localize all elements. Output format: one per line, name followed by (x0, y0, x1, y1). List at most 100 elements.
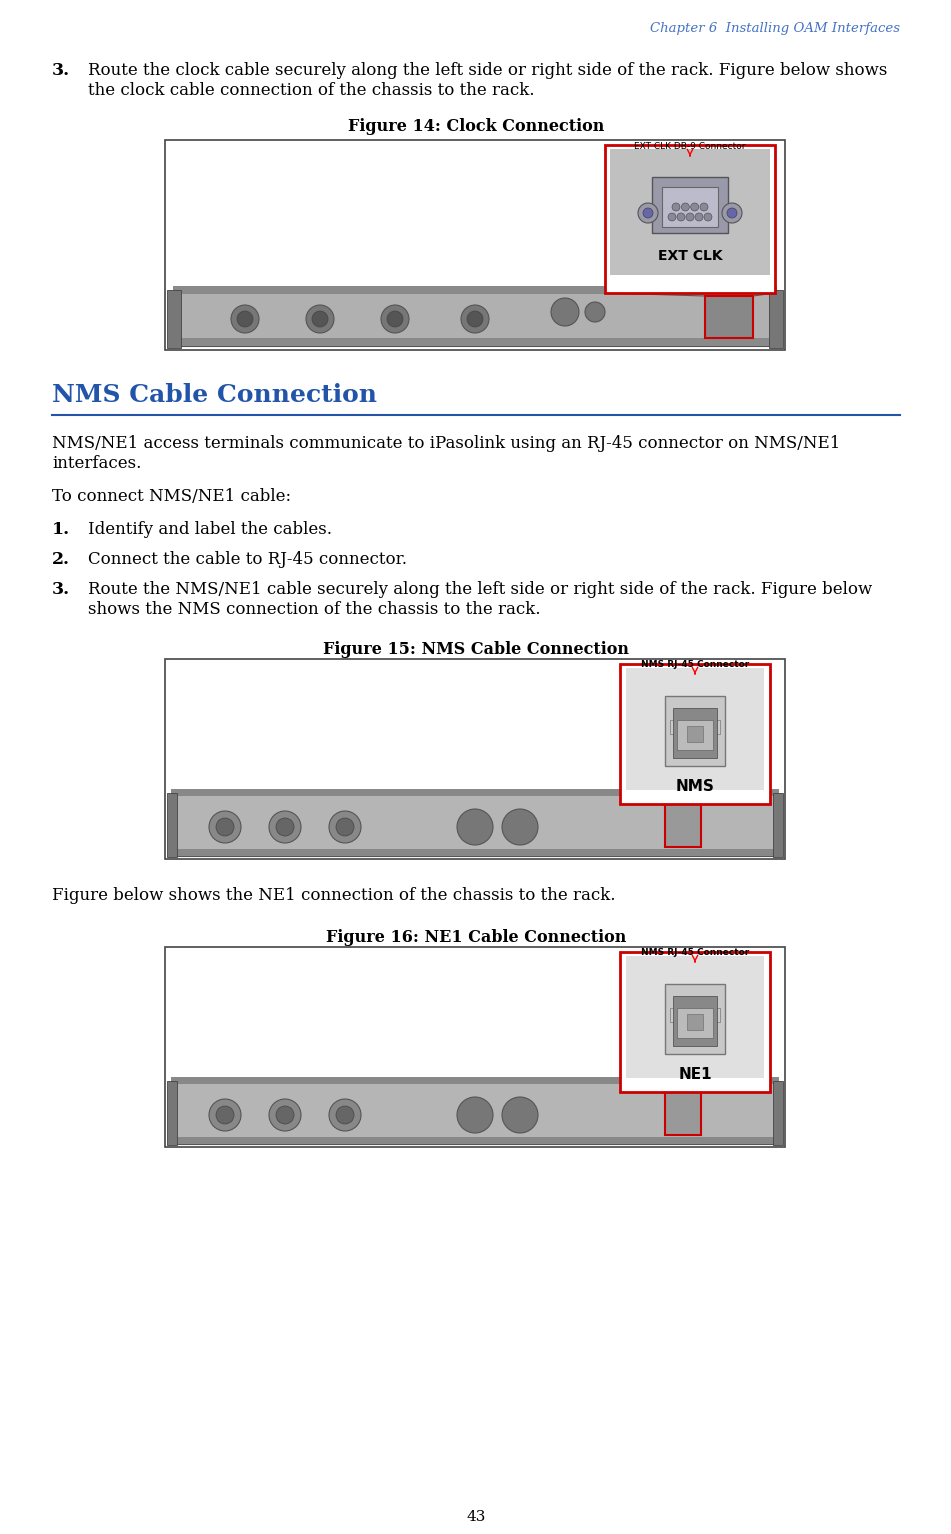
Circle shape (276, 1106, 294, 1124)
Bar (652, 176, 728, 233)
Bar (773, 1081, 783, 1144)
Circle shape (312, 311, 328, 327)
Circle shape (690, 202, 699, 212)
Bar (171, 848, 779, 856)
Bar (173, 285, 777, 295)
Circle shape (457, 808, 493, 845)
Text: Figure 16: NE1 Cable Connection: Figure 16: NE1 Cable Connection (326, 930, 626, 946)
Bar (670, 1008, 720, 1022)
Circle shape (704, 213, 712, 221)
Bar (620, 664, 770, 804)
Bar (605, 146, 775, 293)
Text: Figure below shows the NE1 connection of the chassis to the rack.: Figure below shows the NE1 connection of… (52, 887, 615, 904)
Bar (620, 953, 770, 1092)
Circle shape (727, 209, 737, 218)
Circle shape (381, 305, 409, 333)
Bar (167, 793, 177, 858)
Bar (173, 337, 777, 347)
Bar (665, 983, 725, 1054)
Text: Identify and label the cables.: Identify and label the cables. (88, 522, 332, 538)
Bar (673, 996, 717, 1046)
Text: 3.: 3. (52, 61, 70, 78)
Text: To connect NMS/NE1 cable:: To connect NMS/NE1 cable: (52, 488, 291, 505)
Circle shape (329, 1098, 361, 1131)
Bar (620, 664, 770, 804)
Circle shape (306, 305, 334, 333)
Circle shape (336, 818, 354, 836)
Bar (626, 956, 764, 1078)
Bar (665, 1089, 701, 1135)
Text: NMS Cable Connection: NMS Cable Connection (52, 384, 377, 407)
Circle shape (502, 1097, 538, 1134)
Text: NMS: NMS (675, 779, 714, 795)
Text: Figure 14: Clock Connection: Figure 14: Clock Connection (348, 118, 604, 135)
Circle shape (686, 213, 694, 221)
Text: NMS RJ-45 Connector: NMS RJ-45 Connector (641, 948, 749, 957)
Bar (626, 667, 764, 790)
Bar (165, 946, 785, 1147)
Text: Route the clock cable securely along the left side or right side of the rack. Fi: Route the clock cable securely along the… (88, 61, 887, 98)
Text: Chapter 6  Installing OAM Interfaces: Chapter 6 Installing OAM Interfaces (650, 21, 900, 35)
Circle shape (585, 302, 605, 322)
Text: EXT CLK: EXT CLK (658, 249, 723, 262)
Circle shape (336, 1106, 354, 1124)
Text: Figure 15: NMS Cable Connection: Figure 15: NMS Cable Connection (323, 641, 629, 658)
Circle shape (677, 213, 685, 221)
Bar (171, 795, 779, 856)
Circle shape (387, 311, 403, 327)
Bar (171, 1137, 779, 1144)
Circle shape (722, 202, 742, 222)
Text: 3.: 3. (52, 581, 70, 598)
Bar (673, 709, 717, 758)
Bar (171, 1077, 779, 1085)
Circle shape (695, 213, 703, 221)
Circle shape (668, 213, 676, 221)
Bar (705, 296, 753, 337)
Bar (167, 1081, 177, 1144)
Circle shape (216, 1106, 234, 1124)
Bar (687, 1014, 703, 1029)
Bar (677, 1008, 713, 1039)
Bar (670, 719, 720, 733)
Bar (769, 290, 783, 348)
Circle shape (672, 202, 680, 212)
Circle shape (638, 202, 658, 222)
Text: Connect the cable to RJ-45 connector.: Connect the cable to RJ-45 connector. (88, 551, 407, 568)
Circle shape (502, 808, 538, 845)
Text: NMS RJ-45 Connector: NMS RJ-45 Connector (641, 660, 749, 669)
Circle shape (461, 305, 489, 333)
Bar (171, 788, 779, 796)
Circle shape (467, 311, 483, 327)
Text: 43: 43 (466, 1509, 486, 1523)
Circle shape (231, 305, 259, 333)
Circle shape (209, 1098, 241, 1131)
Bar (773, 793, 783, 858)
Circle shape (551, 298, 579, 327)
Text: 2.: 2. (52, 551, 70, 568)
Circle shape (237, 311, 253, 327)
Bar (665, 696, 725, 765)
Circle shape (216, 818, 234, 836)
Circle shape (329, 811, 361, 844)
Text: Route the NMS/NE1 cable securely along the left side or right side of the rack. : Route the NMS/NE1 cable securely along t… (88, 581, 872, 618)
Bar (677, 719, 713, 750)
Bar (620, 953, 770, 1092)
Text: NMS/NE1 access terminals communicate to iPasolink using an RJ-45 connector on NM: NMS/NE1 access terminals communicate to … (52, 436, 841, 471)
Text: 1.: 1. (52, 522, 70, 538)
Circle shape (209, 811, 241, 844)
Bar (662, 187, 718, 227)
Bar (165, 140, 785, 350)
Circle shape (643, 209, 653, 218)
Bar (605, 146, 775, 293)
Circle shape (700, 202, 708, 212)
Bar (173, 291, 777, 347)
Circle shape (276, 818, 294, 836)
Bar (687, 726, 703, 742)
Text: EXT CLK DB-9 Connector: EXT CLK DB-9 Connector (634, 143, 746, 150)
Bar (665, 801, 701, 847)
Circle shape (269, 1098, 301, 1131)
Circle shape (681, 202, 689, 212)
Text: NE1: NE1 (678, 1068, 711, 1081)
Bar (171, 1081, 779, 1144)
Bar (167, 290, 181, 348)
